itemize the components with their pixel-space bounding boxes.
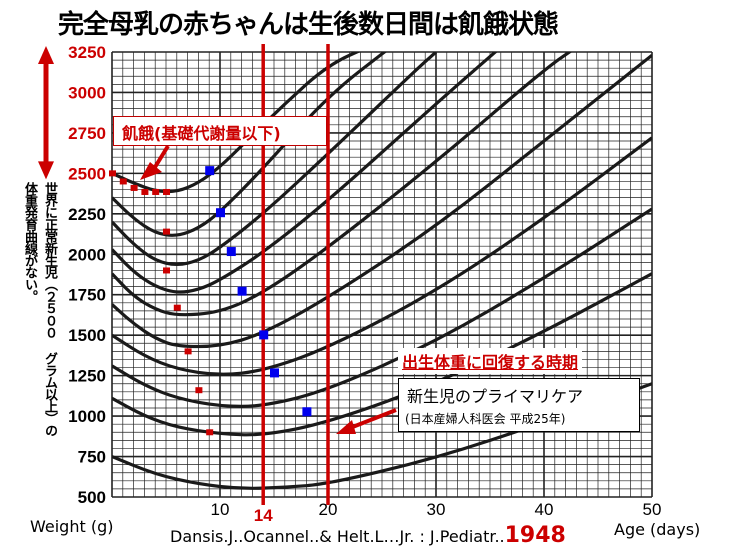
red-marker — [163, 267, 170, 274]
growth-curve-4 — [112, 52, 498, 294]
citation-year: 1948 — [504, 523, 566, 548]
growth-curve-8 — [112, 207, 652, 408]
y-tick-label: 2250 — [68, 205, 106, 224]
range-arrow-up-head — [38, 46, 54, 64]
growth-curve-6 — [112, 53, 652, 349]
red-marker — [163, 228, 170, 235]
growth-curve-3 — [112, 52, 438, 266]
y-tick-label: 1000 — [68, 407, 106, 426]
y-tick-label: 500 — [78, 488, 106, 507]
source-box: 新生児のプライマリケア (日本産婦人科医会 平成25年) — [398, 378, 640, 432]
growth-curve-1 — [112, 52, 361, 194]
red-marker — [184, 348, 192, 355]
blue-marker — [226, 247, 236, 257]
x-tick-label: 40 — [535, 500, 554, 519]
range-arrow-down-head — [38, 161, 54, 180]
chart-title: 完全母乳の赤ちゃんは生後数日間は飢餓状態 — [58, 10, 559, 40]
y-tick-label: 1750 — [68, 286, 106, 305]
blue-marker — [237, 286, 247, 296]
x-axis-label: Age (days) — [614, 520, 701, 539]
blue-marker — [302, 407, 312, 417]
y-tick-label: 750 — [78, 448, 106, 467]
day-line-label: 14 — [254, 506, 273, 525]
x-tick-label: 10 — [211, 500, 230, 519]
starvation-callout-text: 飢餓(基礎代謝量以下) — [122, 124, 281, 143]
y-tick-label: 2750 — [68, 124, 106, 143]
red-marker — [152, 188, 160, 195]
red-marker — [173, 304, 181, 311]
y-tick-label: 1500 — [68, 326, 106, 345]
red-marker — [206, 429, 214, 436]
source-box-line2: (日本産婦人科医会 平成25年) — [405, 412, 566, 426]
y-tick-label: 2500 — [68, 164, 106, 183]
y-tick-label: 2000 — [68, 245, 106, 264]
vertical-note-2: 体重発育曲線がない。 — [22, 182, 37, 302]
red-marker — [130, 184, 138, 191]
blue-marker — [205, 166, 215, 176]
red-marker — [141, 188, 149, 195]
red-marker — [195, 387, 203, 394]
starvation-arrow-head — [140, 162, 162, 180]
red-marker — [119, 178, 127, 185]
citation: Dansis.J..Ocannel..& Helt.L…Jr. : J.Pedi… — [170, 523, 566, 548]
x-tick-label: 50 — [643, 500, 662, 519]
x-tick-label: 30 — [427, 500, 446, 519]
blue-marker — [259, 330, 269, 340]
citation-text: Dansis.J..Ocannel..& Helt.L…Jr. : J.Pedi… — [170, 527, 505, 546]
vertical-note-1: 世界に正常新生児（２５００ グラム以上）の — [42, 182, 57, 436]
source-box-line1: 新生児のプライマリケア — [407, 387, 584, 406]
recovery-arrow-head — [336, 420, 356, 434]
blue-marker — [216, 208, 225, 218]
growth-curve-7 — [112, 136, 652, 376]
x-tick-label: 20 — [319, 500, 338, 519]
y-tick-label: 3250 — [68, 43, 106, 62]
starvation-callout: 飢餓(基礎代謝量以下) — [113, 116, 327, 146]
y-tick-label: 3000 — [68, 83, 106, 102]
growth-curve-5 — [112, 52, 573, 317]
growth-curve-10 — [112, 382, 652, 490]
y-tick-label: 1250 — [68, 367, 106, 386]
y-axis-label: Weight (g) — [30, 517, 114, 536]
blue-marker — [270, 368, 279, 378]
recovery-arrow-shaft — [349, 408, 397, 430]
recovery-label: 出生体重に回復する時期 — [398, 348, 583, 374]
red-marker — [109, 170, 116, 177]
red-marker — [163, 188, 170, 195]
